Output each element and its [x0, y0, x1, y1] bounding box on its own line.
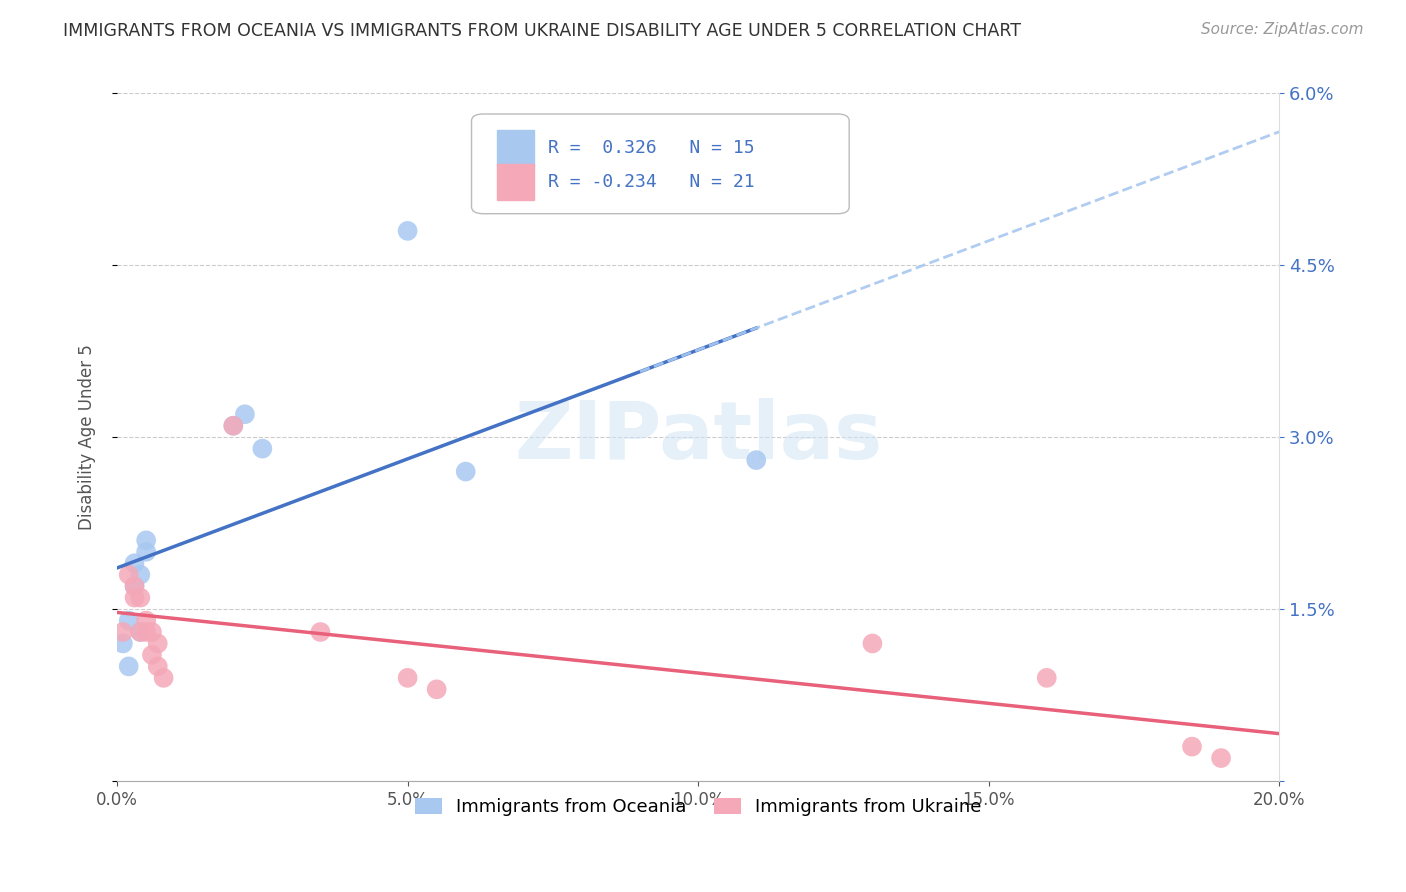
Point — [233, 407, 256, 421]
Text: R =  0.326   N = 15: R = 0.326 N = 15 — [548, 138, 755, 157]
Point — [222, 418, 245, 433]
Point — [252, 442, 274, 456]
Text: Source: ZipAtlas.com: Source: ZipAtlas.com — [1201, 22, 1364, 37]
Point — [124, 579, 146, 593]
Bar — [498, 130, 534, 166]
Point — [135, 614, 157, 628]
Bar — [498, 164, 534, 200]
Point — [1181, 739, 1204, 754]
Point — [129, 567, 152, 582]
Point — [141, 625, 163, 640]
Text: IMMIGRANTS FROM OCEANIA VS IMMIGRANTS FROM UKRAINE DISABILITY AGE UNDER 5 CORREL: IMMIGRANTS FROM OCEANIA VS IMMIGRANTS FR… — [63, 22, 1021, 40]
Point — [862, 636, 884, 650]
Point — [124, 556, 146, 570]
Point — [152, 671, 174, 685]
Point — [124, 579, 146, 593]
FancyBboxPatch shape — [471, 114, 849, 214]
Point — [1035, 671, 1057, 685]
Point — [118, 614, 141, 628]
Point — [454, 465, 477, 479]
Point — [118, 659, 141, 673]
Point — [426, 682, 449, 697]
Point — [396, 671, 419, 685]
Point — [124, 591, 146, 605]
Point — [141, 648, 163, 662]
Point — [111, 625, 134, 640]
Point — [111, 636, 134, 650]
Legend: Immigrants from Oceania, Immigrants from Ukraine: Immigrants from Oceania, Immigrants from… — [408, 791, 988, 823]
Point — [146, 659, 169, 673]
Point — [745, 453, 768, 467]
Y-axis label: Disability Age Under 5: Disability Age Under 5 — [79, 344, 96, 530]
Point — [135, 533, 157, 548]
Point — [129, 625, 152, 640]
Point — [1209, 751, 1232, 765]
Point — [135, 625, 157, 640]
Text: ZIPatlas: ZIPatlas — [515, 398, 882, 476]
Point — [129, 625, 152, 640]
Point — [222, 418, 245, 433]
Point — [309, 625, 332, 640]
Point — [135, 545, 157, 559]
Point — [129, 591, 152, 605]
Point — [118, 567, 141, 582]
Point — [396, 224, 419, 238]
Point — [146, 636, 169, 650]
Text: R = -0.234   N = 21: R = -0.234 N = 21 — [548, 173, 755, 191]
